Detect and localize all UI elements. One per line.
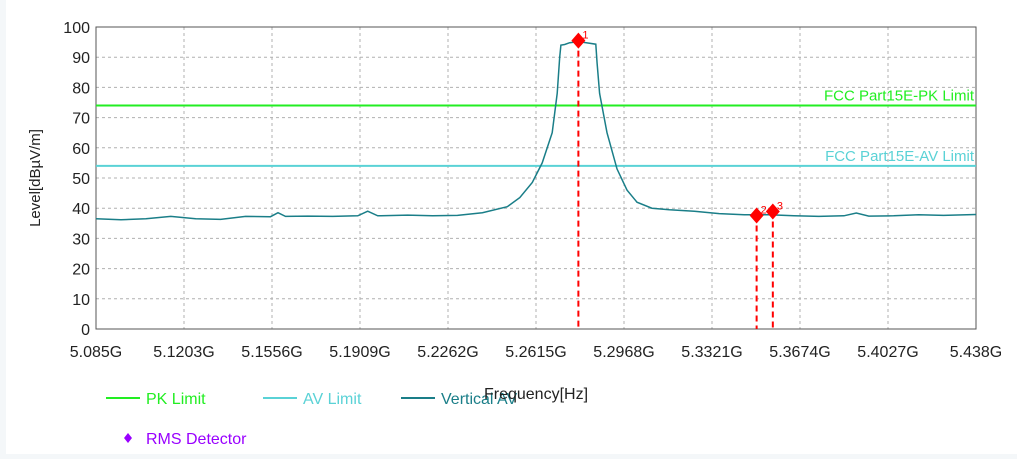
x-tick-label: 5.3674G — [769, 344, 830, 361]
x-tick-label: 5.1556G — [241, 344, 302, 361]
y-tick-label: 0 — [81, 322, 90, 339]
x-tick-label: 5.2615G — [505, 344, 566, 361]
limit-line-label: FCC Part15E-PK Limit — [824, 88, 975, 105]
y-tick-label: 100 — [63, 20, 90, 37]
grid-lines — [95, 26, 977, 330]
emission-chart: FCC Part15E-PK Limit FCC Part15E-AV Limit… — [27, 20, 1002, 448]
x-tick-labels: 5.085G 5.1203G 5.1556G 5.1909G 5.2262G 5.2615… — [70, 344, 1002, 361]
y-tick-label: 90 — [72, 50, 90, 67]
y-tick-label: 50 — [72, 171, 90, 188]
x-tick-label: 5.3321G — [681, 344, 742, 361]
y-tick-labels: 0 10 20 30 40 50 60 70 80 90 100 — [63, 20, 90, 339]
plot-frame — [95, 26, 977, 330]
x-axis-label: Frequency[Hz] — [484, 386, 588, 403]
limit-line-label: FCC Part15E-AV Limit — [825, 148, 975, 165]
y-tick-label: 30 — [72, 231, 90, 248]
x-tick-label: 5.2968G — [593, 344, 654, 361]
marker-diamond — [571, 32, 586, 49]
x-tick-label: 5.2262G — [417, 344, 478, 361]
x-tick-label: 5.1909G — [329, 344, 390, 361]
detector-markers: 1 2 3 — [571, 30, 783, 329]
y-tick-label: 20 — [72, 262, 90, 279]
x-tick-label: 5.1203G — [153, 344, 214, 361]
legend-item-label: PK Limit — [146, 391, 206, 408]
y-tick-label: 70 — [72, 111, 90, 128]
chart-panel: FCC Part15E-PK Limit FCC Part15E-AV Limit… — [6, 0, 1017, 454]
x-tick-label: 5.085G — [70, 344, 122, 361]
y-tick-label: 10 — [72, 292, 90, 309]
legend-item-label: AV Limit — [303, 391, 362, 408]
marker-diamond — [749, 207, 764, 224]
legend: PK Limit AV Limit Vertical AV RMS Detector — [106, 391, 518, 448]
x-tick-label: 5.4027G — [857, 344, 918, 361]
limit-lines: FCC Part15E-PK Limit FCC Part15E-AV Limit — [96, 88, 976, 167]
marker-label: 2 — [761, 204, 767, 216]
marker-diamond — [765, 203, 780, 220]
y-tick-label: 80 — [72, 80, 90, 97]
marker-label: 3 — [777, 201, 783, 213]
x-tick-label: 5.438G — [950, 344, 1002, 361]
legend-item-label: RMS Detector — [146, 431, 247, 448]
y-axis-label: Level[dBµV/m] — [27, 129, 44, 227]
y-tick-label: 40 — [72, 201, 90, 218]
marker-label: 1 — [582, 30, 588, 42]
legend-item-label: Vertical AV — [441, 391, 518, 408]
legend-diamond — [124, 433, 132, 443]
y-tick-label: 60 — [72, 141, 90, 158]
